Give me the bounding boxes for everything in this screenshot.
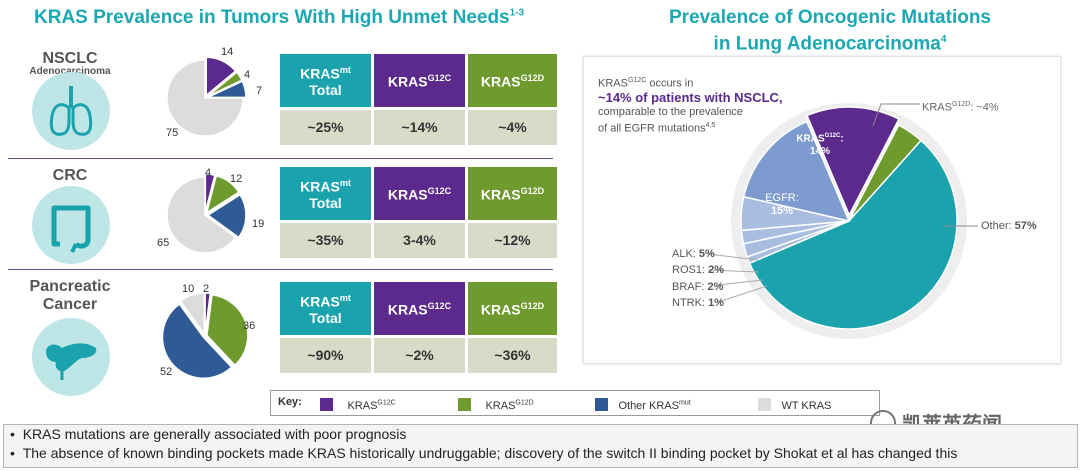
right-title: Prevalence of Oncogenic Mutations in Lun… xyxy=(600,7,1060,55)
crc-label: CRC xyxy=(52,167,88,184)
crc-g12d-header: KRASG12D xyxy=(468,167,557,220)
bullet-1: • KRAS mutations are generally associate… xyxy=(10,426,407,442)
lung-label-g12d: KRASG12D: ~4% xyxy=(922,101,999,114)
pie0-label-g12c: 14 xyxy=(221,46,234,58)
nsclc-slice-g12d xyxy=(207,71,243,98)
pancreas-icon xyxy=(32,318,110,396)
crc-g12c-header: KRASG12C xyxy=(374,167,465,220)
legend-g12c: KRASG12C xyxy=(320,396,396,414)
crc-total-header: KRASmt Total xyxy=(280,167,371,220)
lung-label-ros1: ROS1: 2% xyxy=(672,264,724,276)
pie1-label-g12c: 4 xyxy=(205,167,212,179)
pie2-label-other: 52 xyxy=(160,366,173,378)
ros1-leader-line xyxy=(707,269,760,273)
row-divider-1 xyxy=(8,158,553,159)
legend-wt-swatch xyxy=(758,398,771,412)
nsclc-slice-g12c xyxy=(205,56,237,97)
pancreatic-g12c-value: ~2% xyxy=(374,338,465,373)
nsclc-g12c-value: ~14% xyxy=(374,110,465,145)
pie0-label-g12d: 4 xyxy=(244,69,251,81)
legend-g12d-swatch xyxy=(458,398,471,412)
pie2-label-g12c: 2 xyxy=(203,283,210,295)
legend xyxy=(270,390,880,416)
lung-label-other: Other: 57% xyxy=(981,220,1037,232)
lung-label-alk: ALK: 5% xyxy=(672,248,715,260)
pancreatic-label: Pancreatic Cancer xyxy=(29,278,111,313)
nsclc-g12c-header: KRASG12C xyxy=(374,54,465,107)
alk-leader-line xyxy=(707,253,759,261)
colon-icon xyxy=(32,186,110,264)
legend-wt: WT KRAS xyxy=(758,396,831,414)
lung-slice-g12c xyxy=(806,106,900,217)
crc-slice-other-mut xyxy=(206,193,247,239)
legend-g12d: KRASG12D xyxy=(458,396,534,414)
lung-label-g12c: KRASG12C: 14% xyxy=(796,133,844,158)
pie1-label-g12d: 12 xyxy=(230,173,243,185)
pancreatic-slice-g12d xyxy=(206,293,249,367)
right-title-ref: 4 xyxy=(940,34,947,45)
pie1-label-other: 19 xyxy=(252,218,265,230)
pie0-label-wt: 75 xyxy=(166,127,179,139)
right-title-line1: Prevalence of Oncogenic Mutations xyxy=(668,7,992,28)
nsclc-slice-other-mut xyxy=(207,80,247,99)
left-title-ref: 1-3 xyxy=(509,7,525,19)
pie2-label-wt: 10 xyxy=(182,283,195,295)
right-title-line2: in Lung Adenocarcinoma4 xyxy=(713,33,947,55)
lung-slice-other xyxy=(748,139,958,330)
lung-label-braf: BRAF: 2% xyxy=(672,281,724,293)
nsclc-label: NSCLC xyxy=(42,50,98,67)
crc-slice-g12d xyxy=(205,174,240,215)
legend-g12c-swatch xyxy=(320,398,333,412)
pancreatic-g12d-value: ~36% xyxy=(468,338,557,373)
nsclc-total-value: ~25% xyxy=(280,110,371,145)
right-note: KRASG12C occurs in ~14% of patients with… xyxy=(598,77,783,135)
legend-title: Key: xyxy=(278,396,302,408)
lung-adeno-pie xyxy=(707,103,978,339)
crc-g12d-value: ~12% xyxy=(468,223,557,258)
crc-g12c-value: 3-4% xyxy=(374,223,465,258)
pancreatic-slice-other-mut xyxy=(161,303,233,380)
nsclc-sublabel: Adenocarcinoma xyxy=(20,66,120,77)
crc-total-value: ~35% xyxy=(280,223,371,258)
pancreatic-slice-wt xyxy=(179,292,206,337)
nsclc-total-header: KRASmt Total xyxy=(280,54,371,107)
lung-label-ntrk: NTRK: 1% xyxy=(672,297,724,309)
legend-other-mut-swatch xyxy=(595,398,608,412)
braf-leader-line xyxy=(717,279,764,286)
pancreatic-g12d-header: KRASG12D xyxy=(468,282,557,335)
nsclc-g12d-header: KRASG12D xyxy=(468,54,557,107)
pie2-label-g12d: 36 xyxy=(243,320,256,332)
left-title: KRAS Prevalence in Tumors With High Unme… xyxy=(34,7,525,28)
tumor-pies xyxy=(161,56,249,380)
bullet-box xyxy=(3,424,1078,468)
pancreatic-total-value: ~90% xyxy=(280,338,371,373)
legend-other-mut: Other KRASmut xyxy=(595,396,691,414)
pancreatic-total-header: KRASmt Total xyxy=(280,282,371,335)
row-divider-2 xyxy=(8,269,553,270)
bullet-2: • The absence of known binding pockets m… xyxy=(10,445,958,461)
pancreatic-g12c-header: KRASG12C xyxy=(374,282,465,335)
pie1-label-wt: 65 xyxy=(157,237,170,249)
nsclc-slice-wt xyxy=(166,59,244,137)
nsclc-g12d-value: ~4% xyxy=(468,110,557,145)
g12d-leader-line xyxy=(872,103,920,127)
crc-slice-wt xyxy=(166,176,237,254)
lung-icon xyxy=(32,72,110,150)
lung-slice-egfr xyxy=(742,120,851,223)
ntrk-leader-line xyxy=(717,285,768,303)
crc-slice-g12c xyxy=(204,173,216,213)
lung-label-egfr: EGFR: 15% xyxy=(765,192,799,217)
pie0-label-other: 7 xyxy=(256,85,263,97)
